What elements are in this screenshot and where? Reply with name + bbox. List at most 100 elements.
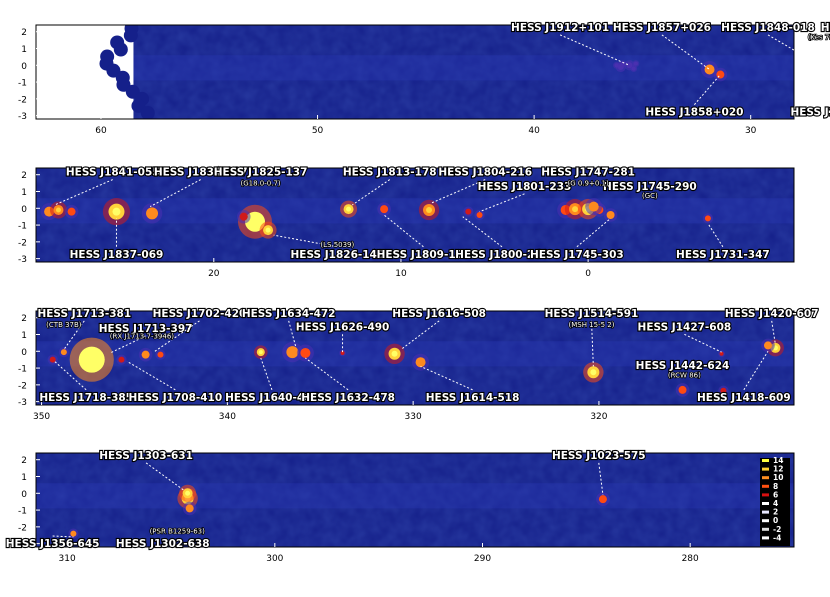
source-blob xyxy=(380,205,389,214)
source-core xyxy=(258,350,263,355)
source-note: (RX J1713.7-3946) xyxy=(110,333,175,341)
y-tick-label: 0 xyxy=(21,490,27,500)
source-label: HESS J1848-018 xyxy=(721,22,815,34)
source-core xyxy=(55,207,61,213)
source-label: HESS J1834-087 xyxy=(154,167,248,179)
source-label: HESS J1713-381 xyxy=(37,308,131,320)
source-note: (GC) xyxy=(642,192,658,200)
source-label: HESS J1640-465 xyxy=(225,392,319,404)
leader-line xyxy=(559,34,630,66)
source-note: (MSH 15-5 2) xyxy=(568,321,614,329)
colorbar-tick-label: 14 xyxy=(773,456,783,465)
colorbar-swatch xyxy=(762,467,769,471)
leader-line xyxy=(462,216,503,248)
source-core xyxy=(590,369,597,376)
colorbar-swatch xyxy=(762,476,769,480)
y-tick-label: -3 xyxy=(18,255,27,265)
source-label: HESS J1846-029 xyxy=(821,22,830,34)
leader-line xyxy=(149,179,201,208)
colorbar-tick-label: 0 xyxy=(773,516,778,525)
sources xyxy=(40,198,714,239)
source-blob xyxy=(415,357,426,368)
survey-edge-scallop xyxy=(113,42,128,57)
source-note: (G18.0-0.7) xyxy=(241,180,281,188)
source-core xyxy=(391,350,398,357)
source-blob xyxy=(49,356,56,363)
panel-frame xyxy=(35,452,795,548)
leader-line xyxy=(305,357,349,391)
source-label: HESS J1420-607 xyxy=(725,308,819,320)
source-core xyxy=(112,207,121,216)
y-tick-label: -1 xyxy=(18,79,27,89)
x-tick-label: 40 xyxy=(528,126,540,136)
leader-line xyxy=(110,335,146,354)
source-label: HESS J1731-347 xyxy=(676,249,770,261)
source-label: HESS J1356-645 xyxy=(6,538,100,550)
colorbar-swatch xyxy=(762,519,769,523)
leader-line xyxy=(598,462,604,496)
x-tick-label: 340 xyxy=(219,412,236,422)
source-label: HESS J1912+101 xyxy=(511,22,609,34)
leader-line xyxy=(479,193,525,213)
x-tick-label: 290 xyxy=(474,554,491,564)
map-noise xyxy=(36,168,794,262)
colorbar-tick-label: 2 xyxy=(773,508,778,517)
source-core xyxy=(185,490,191,496)
source-label: HESS J1702-420 xyxy=(153,308,247,320)
x-tick-label: 50 xyxy=(312,126,324,136)
leader-line xyxy=(430,179,486,204)
x-tick-label: 0 xyxy=(585,269,591,279)
y-tick-label: 2 xyxy=(21,171,27,181)
source-blob xyxy=(185,504,194,513)
leader-line xyxy=(576,217,611,248)
y-tick-label: 0 xyxy=(21,205,27,215)
y-tick-label: -2 xyxy=(18,523,27,533)
x-tick-label: 330 xyxy=(405,412,422,422)
x-tick-label: 280 xyxy=(682,554,699,564)
source-blob xyxy=(476,212,483,218)
leader-line xyxy=(126,360,176,391)
colorbar-swatch xyxy=(762,459,769,462)
leader-line xyxy=(273,234,338,248)
source-label: HESS J1632-478 xyxy=(301,392,395,404)
source-note: (PSR B1259-63) xyxy=(150,528,206,536)
source-note: (G 0.9+0.1) xyxy=(567,180,609,188)
source-label: HESS J1427-608 xyxy=(638,321,732,333)
x-tick-label: 10 xyxy=(395,269,407,279)
source-note: (Kes 75) xyxy=(808,33,830,41)
source-blob xyxy=(719,351,724,356)
source-blob xyxy=(340,350,345,355)
x-tick-label: 30 xyxy=(745,126,757,136)
source-blob xyxy=(614,63,619,68)
leader-line xyxy=(420,365,473,391)
colorbar-tick-label: 10 xyxy=(773,473,783,482)
source-blob xyxy=(588,201,599,212)
source-core xyxy=(249,216,260,227)
leader-line xyxy=(661,34,710,70)
colorbar-swatch xyxy=(762,493,769,497)
source-label: HESS J1302-638 xyxy=(116,538,210,550)
colorbar-swatch xyxy=(762,510,769,514)
panel-1: 2 1 0 -1 -2 -3 60 50 40 30 HESS J1912+101 HESS J185… xyxy=(18,21,830,136)
source-blob xyxy=(704,64,715,75)
y-tick-label: -2 xyxy=(18,95,27,105)
colorbar-tick-label: 6 xyxy=(773,490,778,499)
source-note: (CTB 37B) xyxy=(46,321,82,329)
y-tick-label: -2 xyxy=(18,381,27,391)
y-tick-label: -1 xyxy=(18,365,27,375)
x-tick-label: 20 xyxy=(208,269,220,279)
sources xyxy=(36,25,728,119)
source-label: HESS J1418-609 xyxy=(697,392,791,404)
source-core xyxy=(265,227,271,233)
source-label: HESS J1801-233 xyxy=(478,181,572,193)
source-label: HESS J1747-281 xyxy=(541,167,635,179)
y-tick-label: 2 xyxy=(21,314,27,324)
source-label: HESS J1718-385 xyxy=(39,392,133,404)
source-core xyxy=(85,353,99,367)
x-tick-label: 350 xyxy=(33,412,50,422)
source-blob xyxy=(146,207,159,220)
source-blob xyxy=(763,341,772,350)
